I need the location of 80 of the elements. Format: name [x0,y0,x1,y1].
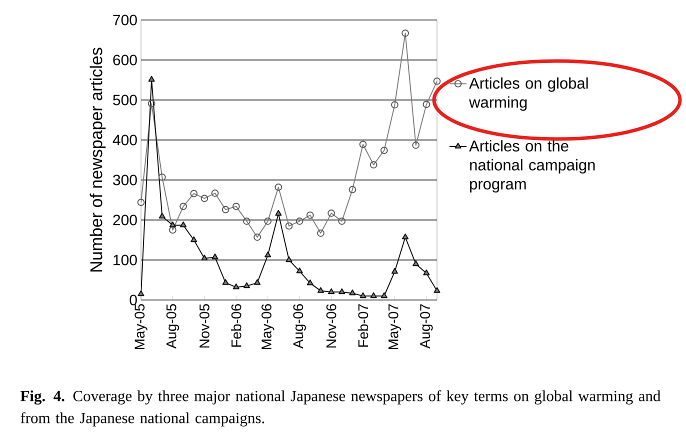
point [338,288,346,294]
point [243,218,250,225]
point [201,254,208,260]
point [200,194,208,202]
x-tick-label: Feb-06 [231,304,242,347]
point [180,222,187,228]
point [360,292,366,298]
point [306,280,314,286]
x-tick-label: Feb-07 [358,304,368,347]
point [359,140,367,148]
point [412,260,420,266]
y-tick-label: 300 [113,174,137,186]
point [254,234,261,241]
point [222,206,230,214]
point [232,284,240,290]
y-tick-label: 100 [114,254,137,266]
y-tick-label: 0 [130,294,137,306]
x-tick-label: May-06 [262,304,274,350]
point [317,287,324,293]
x-tick-label: Aug-07 [420,304,433,349]
x-tick-label: Nov-06 [326,304,336,348]
y-tick-label: 500 [113,94,137,106]
point [422,100,430,108]
point [274,184,282,191]
point [412,142,420,149]
point [190,190,198,198]
point [328,210,335,217]
x-tick-label: Aug-06 [293,304,306,349]
point [232,202,240,210]
point [212,254,218,260]
y-tick-label: 700 [113,14,137,26]
point [243,282,250,288]
point [138,290,144,296]
point [158,212,166,218]
point [328,288,335,294]
point [275,210,282,216]
point [180,202,187,210]
point [285,222,293,230]
legend-label: Articles on the national campaign program [469,140,595,193]
point [296,268,303,274]
point [317,230,324,237]
point [338,218,346,225]
point [402,234,409,240]
point [434,287,440,293]
point [169,226,176,234]
point [137,198,145,206]
point [380,146,388,154]
point [222,279,229,285]
point [349,290,356,296]
point [370,292,377,298]
point [190,236,198,242]
point [158,174,166,181]
y-tick-label: 400 [112,134,137,146]
y-tick-label: 600 [113,54,137,66]
y-axis-title: Number of newspaper articles [90,48,106,272]
point [286,256,292,262]
point [402,30,409,37]
point [391,268,398,274]
x-tick-label: Nov-05 [199,304,210,348]
point [296,218,304,225]
x-tick-label: May-05 [134,304,148,350]
y-tick-label: 200 [113,214,137,226]
text: Fig. 4. Coverage by three major national Japanese newspapers of key terms on global warming and from the Japanese national campaigns. [20,390,661,426]
point [264,252,272,258]
point [169,222,176,228]
point [306,212,314,219]
x-tick-label: May-07 [388,304,402,350]
point [148,100,156,108]
point [148,76,155,82]
x-tick-label: Aug-05 [166,304,180,349]
point [433,78,441,85]
point [370,161,378,168]
point [264,218,272,225]
point [348,186,356,194]
point [380,292,388,298]
legend-label: Articles on global warming [469,77,588,111]
point [391,101,398,108]
point [423,270,430,276]
point [211,190,219,197]
point [254,279,261,285]
